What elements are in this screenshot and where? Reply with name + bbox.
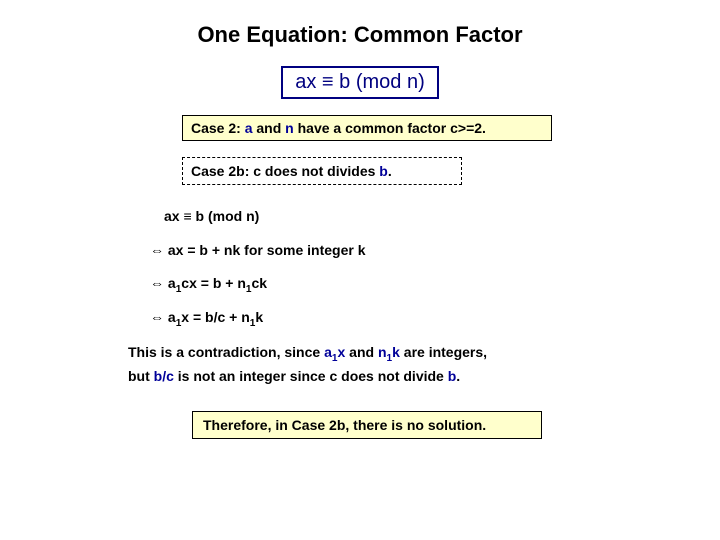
case2-box: Case 2: a and n have a common factor c>=… xyxy=(182,115,552,141)
proof4-mid: x = b/c + n xyxy=(181,309,249,325)
concl-bc: b/c xyxy=(154,368,174,384)
proof4-a: a xyxy=(168,309,176,325)
concl-a1x-a: a xyxy=(324,344,332,360)
concl-a1x: a1x xyxy=(324,344,345,360)
case2-a: a xyxy=(245,120,253,136)
page-title: One Equation: Common Factor xyxy=(0,0,720,48)
case2-mid1: and xyxy=(253,120,286,136)
therefore-box: Therefore, in Case 2b, there is no solut… xyxy=(192,411,542,439)
concl-p2: and xyxy=(345,344,378,360)
concl-n1k-n: n xyxy=(378,344,387,360)
proof1-lhs: ax xyxy=(164,208,183,224)
arrow-icon: ⇔ xyxy=(150,275,164,291)
concl-p4: but xyxy=(128,368,154,384)
equation-container: ax ≡ b (mod n) xyxy=(0,48,720,99)
concl-n1k-k: k xyxy=(392,344,400,360)
concl-n1k: n1k xyxy=(378,344,400,360)
proof-line-1: ax ≡ b (mod n) xyxy=(164,207,720,227)
proof4-post: k xyxy=(255,309,263,325)
proof-line-2: ⇔ ax = b + nk for some integer k xyxy=(150,241,720,261)
proof1-sym: ≡ xyxy=(183,208,191,224)
proof3-a: a xyxy=(168,275,176,291)
case2b-box: Case 2b: c does not divides b. xyxy=(182,157,462,185)
main-equation-box: ax ≡ b (mod n) xyxy=(281,66,439,99)
proof-line-4: ⇔ a1x = b/c + n1k xyxy=(150,308,720,328)
eq-symbol: ≡ xyxy=(322,71,334,93)
concl-p3: are integers, xyxy=(400,344,487,360)
case2b-suffix: . xyxy=(388,163,392,179)
proof3-mid: cx = b + n xyxy=(181,275,246,291)
concl-p5: is not an integer since c does not divid… xyxy=(174,368,448,384)
proof-line-3: ⇔ a1cx = b + n1ck xyxy=(150,274,720,294)
proof-block: ax ≡ b (mod n) ⇔ ax = b + nk for some in… xyxy=(150,207,720,327)
conclusion-text: This is a contradiction, since a1x and n… xyxy=(128,341,608,389)
case2-n: n xyxy=(285,120,294,136)
proof1-rhs: b (mod n) xyxy=(192,208,260,224)
arrow-icon: ⇔ xyxy=(150,242,164,258)
case2-mid2: have a common factor c>=2. xyxy=(294,120,486,136)
proof3-post: ck xyxy=(252,275,268,291)
eq-lhs: ax xyxy=(295,71,316,93)
case2b-b: b xyxy=(379,163,388,179)
concl-b: b xyxy=(448,368,457,384)
case2b-prefix: Case 2b: c does not divides xyxy=(191,163,379,179)
concl-p1: This is a contradiction, since xyxy=(128,344,324,360)
proof2-text: ax = b + nk for some integer k xyxy=(168,242,366,258)
eq-rhs: b (mod n) xyxy=(339,71,425,93)
case2-prefix: Case 2: xyxy=(191,120,245,136)
arrow-icon: ⇔ xyxy=(150,309,164,325)
concl-p6: . xyxy=(456,368,460,384)
